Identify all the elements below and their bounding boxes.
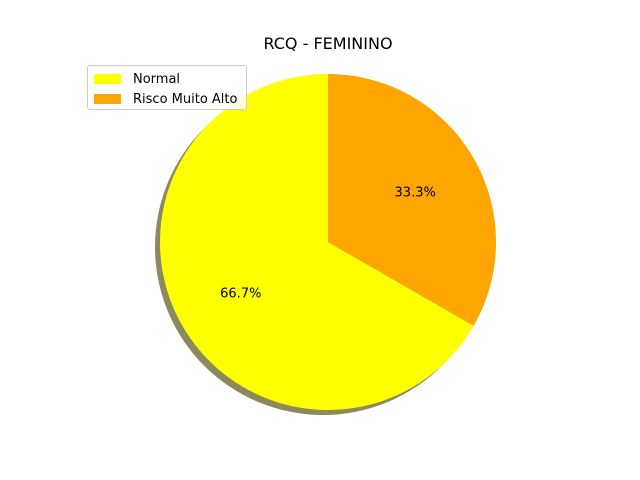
legend-swatch-normal [94,74,121,84]
pie-slices [160,74,497,410]
legend-swatch-risco-muito-alto [94,94,121,104]
legend-entry-risco-muito-alto: Risco Muito Alto [94,89,240,109]
legend-entry-normal: Normal [94,69,240,89]
legend: Normal Risco Muito Alto [87,65,247,110]
chart-title: RCQ - FEMININO [263,34,392,53]
legend-label-risco-muito-alto: Risco Muito Alto [133,91,238,107]
pie-label-normal: 66.7% [220,287,261,302]
pie-percent-labels: 66.7% 33.3% [220,186,436,302]
pie-label-risco-muito-alto: 33.3% [395,186,436,201]
pie-slice-normal [160,74,474,410]
legend-label-normal: Normal [133,71,181,87]
pie-slice-risco-muito-alto [328,74,497,326]
